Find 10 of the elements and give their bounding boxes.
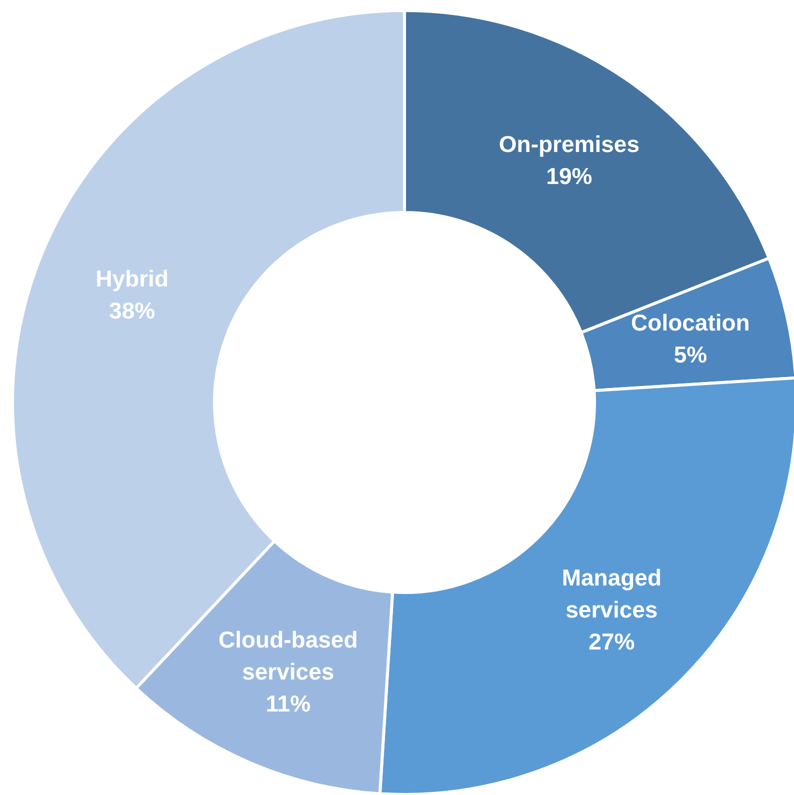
- data-label: 11%: [266, 690, 311, 716]
- slice-label: Cloud-based services: [218, 626, 358, 684]
- slice-label: Managed services: [562, 564, 662, 623]
- data-label: 27%: [588, 628, 635, 655]
- data-label: 19%: [546, 163, 592, 190]
- data-label: 38%: [109, 298, 156, 324]
- data-label: 5%: [674, 342, 708, 368]
- slice-label: Colocation: [631, 310, 750, 336]
- slice-label: On-premises: [498, 131, 640, 158]
- slice-label: Hybrid: [96, 266, 168, 292]
